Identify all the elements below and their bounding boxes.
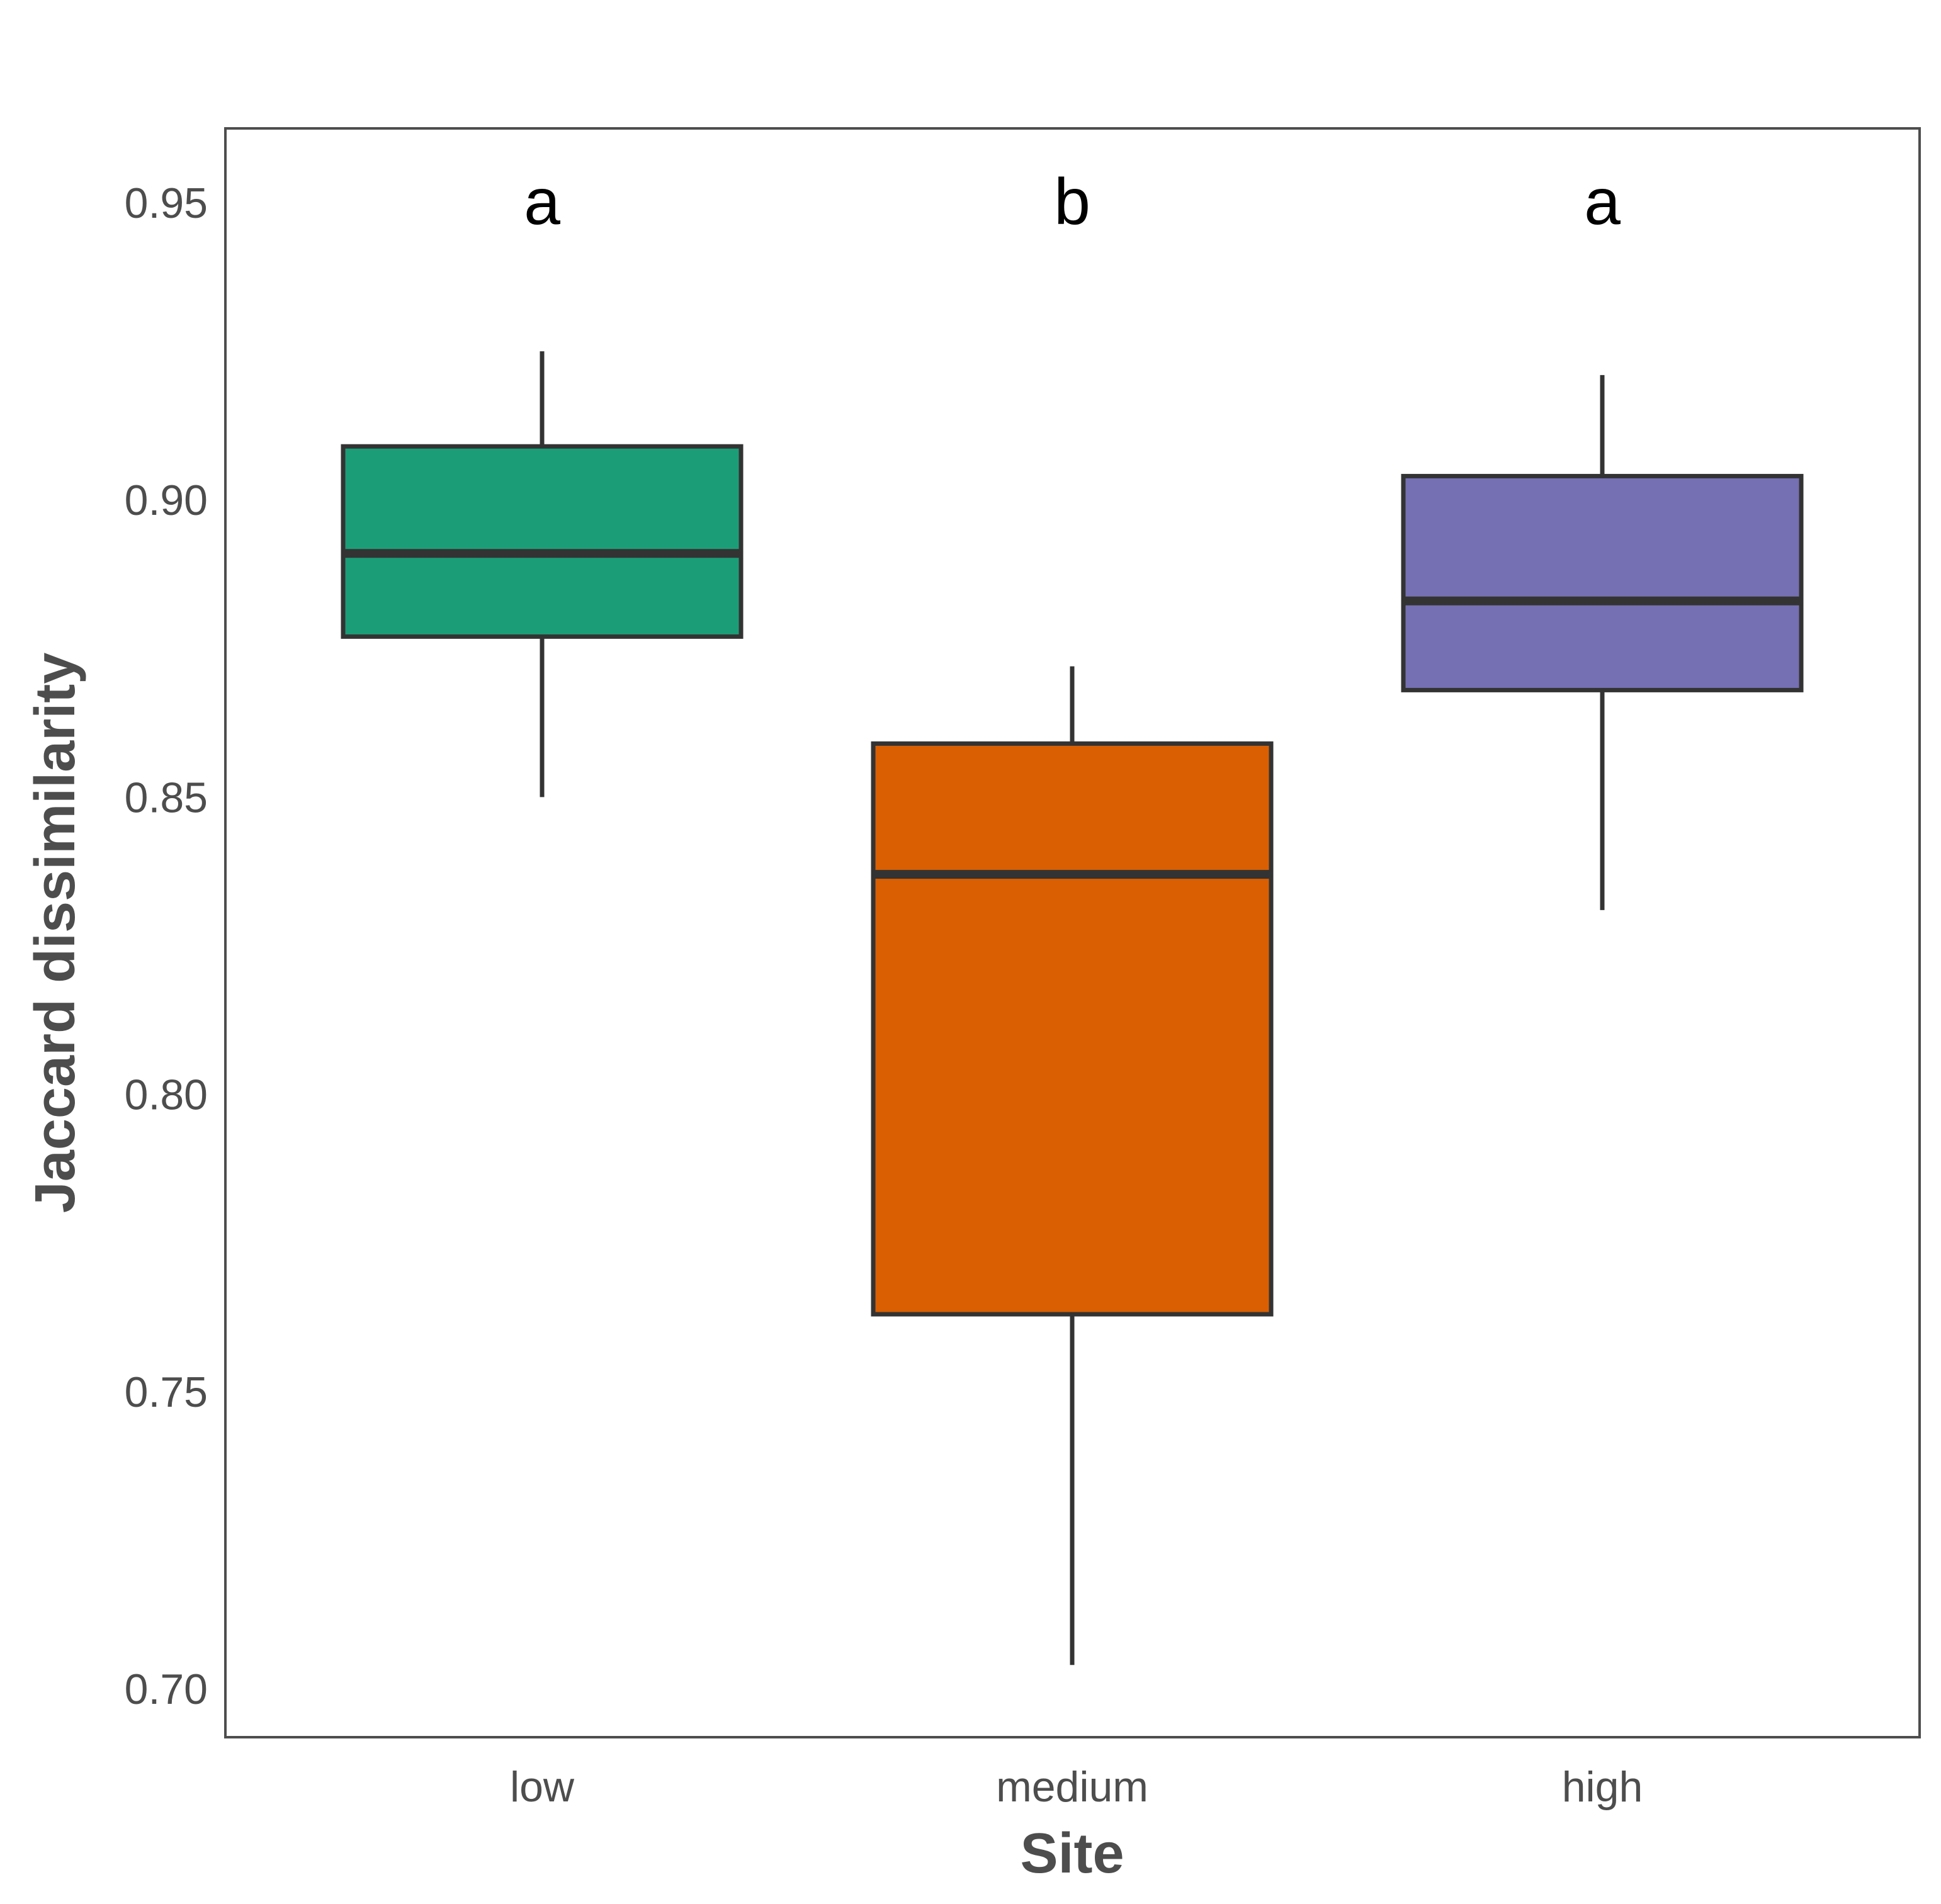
x-tick-label: low [510, 1763, 575, 1811]
significance-letter: b [1054, 166, 1090, 239]
y-tick-label: 0.95 [125, 179, 208, 227]
y-tick-label: 0.90 [125, 476, 208, 524]
iqr-box [1401, 473, 1804, 692]
significance-letter: a [524, 166, 560, 239]
y-tick-label: 0.70 [125, 1665, 208, 1713]
x-tick-label: medium [996, 1763, 1148, 1811]
x-axis-title: Site [1020, 1822, 1124, 1885]
iqr-box [341, 444, 744, 639]
significance-letter: a [1584, 166, 1621, 239]
y-tick-label: 0.85 [125, 774, 208, 821]
y-tick-label: 0.80 [125, 1071, 208, 1119]
y-tick-label: 0.75 [125, 1368, 208, 1416]
plot-frame [224, 127, 1921, 1738]
box-medium: b [871, 166, 1274, 1665]
box-low: a [341, 166, 744, 797]
box-high: a [1401, 166, 1804, 910]
x-tick-label: high [1562, 1763, 1643, 1811]
y-axis-title: Jaccard dissimilarity [24, 653, 87, 1214]
iqr-box [871, 741, 1274, 1317]
